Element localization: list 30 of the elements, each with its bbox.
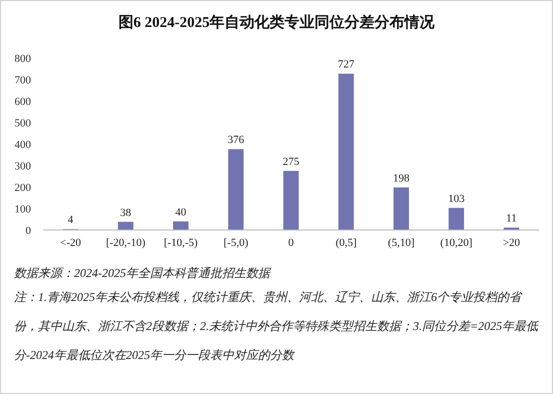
data-label: 11 [506, 212, 517, 225]
x-tick-label: <-20 [60, 237, 82, 249]
text: 注：1.青海2025年未公布投档线，仅统计重庆、贵州、河北、辽宁、山东、浙江6个专业投档的省份，其中山东、浙江不含2段数据；2.未统计中外合作等特殊类型招生数据；3.同位分差=2025年最低分-2024年最低位次在2025年一分一段表中对应的分数 [14, 290, 538, 362]
data-label: 38 [120, 206, 132, 219]
y-tick-label: 0 [26, 225, 32, 237]
y-tick-label: 200 [14, 182, 32, 194]
data-label: 103 [448, 192, 466, 205]
data-label: 376 [228, 134, 245, 146]
y-tick-label: 700 [14, 74, 32, 86]
y-tick-label: 300 [14, 160, 32, 172]
data-label: 4 [68, 214, 74, 226]
y-tick-label: 100 [14, 204, 32, 216]
x-tick-label: >20 [502, 237, 521, 249]
y-tick-label: 800 [14, 53, 32, 65]
y-tick-label: 400 [14, 139, 32, 151]
data-label: 275 [282, 156, 300, 168]
x-tick-label: (5,10] [388, 237, 415, 249]
x-tick-label: [-5,0) [224, 237, 249, 249]
y-tick-label: 500 [14, 118, 32, 130]
x-tick-label: (10,20] [440, 237, 472, 249]
y-tick-label: 600 [14, 96, 32, 108]
x-tick-label: [-10,-5) [164, 237, 198, 249]
data-label: 727 [338, 58, 355, 71]
source-note: 数据来源：2024-2025年全国本科普通批招生数据 [14, 265, 272, 282]
x-tick-label: (0,5] [336, 237, 357, 249]
x-tick-label: [-20,-10) [106, 237, 146, 249]
x-tick-label: 0 [288, 237, 294, 249]
data-label: 198 [392, 172, 410, 184]
chart-title: 图6 2024-2025年自动化类专业同位分差分布情况 [118, 14, 436, 31]
data-label: 40 [175, 206, 187, 218]
